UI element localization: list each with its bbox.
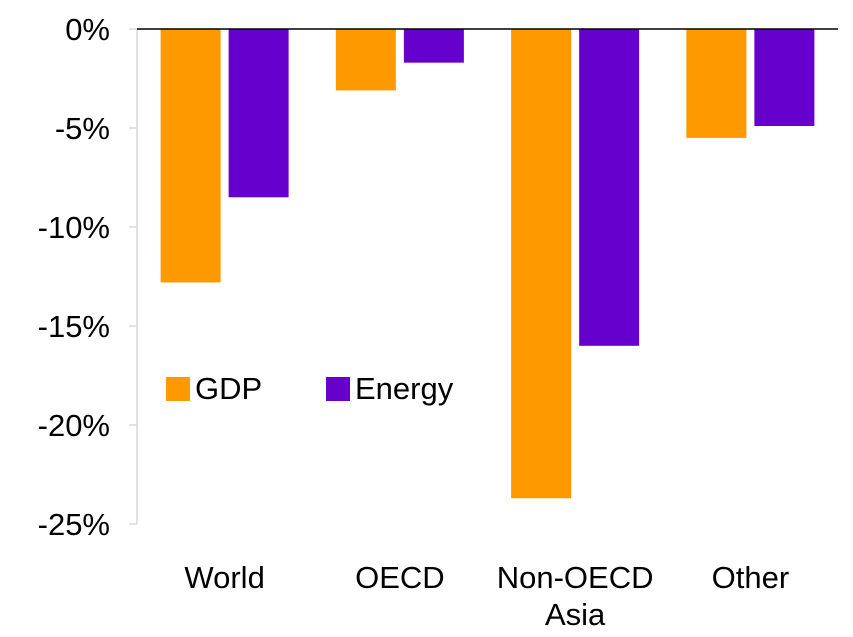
bar-energy-3 [754,29,815,127]
y-tick-label: -10% [38,210,110,245]
legend-swatch-energy [326,377,350,401]
y-axis-ticks: 0% -5% -10% -15% -20% -25% [38,12,137,542]
category-label: World [184,560,264,595]
legend-swatch-gdp [166,377,190,401]
bar-gdp-1 [335,29,396,91]
bar-gdp-0 [160,29,221,283]
legend-label-energy: Energy [355,371,454,406]
y-tick-label: -5% [55,111,110,146]
bar-gdp-2 [511,29,572,499]
bar-energy-2 [579,29,640,346]
category-labels: World OECD Non-OECD Asia Other [184,560,789,632]
y-tick-label: 0% [65,12,110,47]
category-label: OECD [355,560,445,595]
category-label: Non-OECD Asia [497,560,654,632]
bar-gdp-3 [686,29,747,138]
legend: GDP Energy [166,371,454,406]
y-tick-label: -25% [38,507,110,542]
bar-energy-0 [228,29,289,198]
bar-energy-1 [403,29,464,63]
y-tick-label: -20% [38,408,110,443]
category-label: Other [712,560,790,595]
y-tick-label: -15% [38,309,110,344]
bars-group [160,29,815,499]
legend-label-gdp: GDP [195,371,262,406]
